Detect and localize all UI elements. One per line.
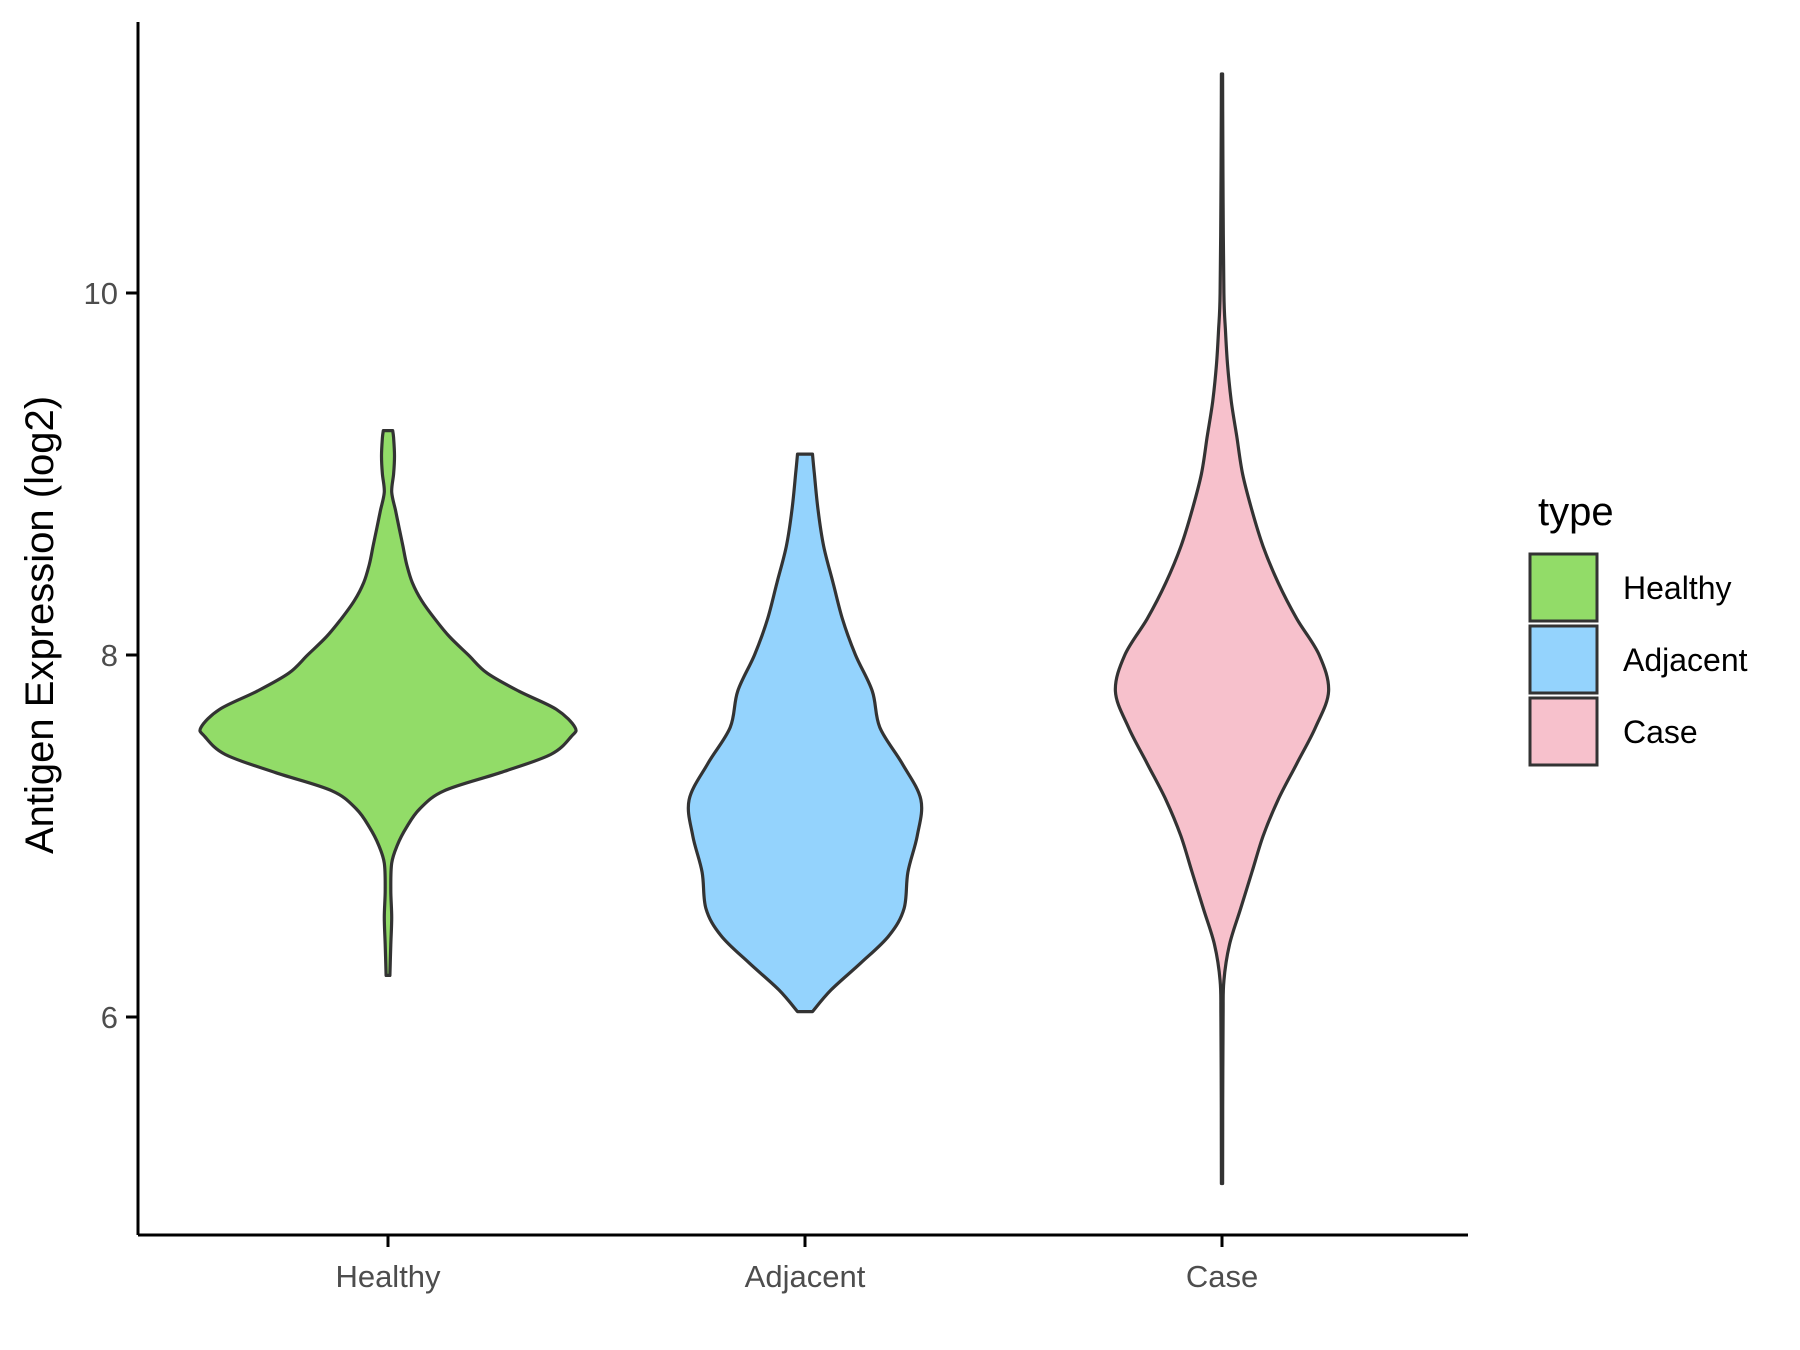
legend: type Healthy Adjacent Case — [1528, 490, 1748, 767]
violin-adjacent — [686, 452, 924, 1014]
legend-label-case: Case — [1623, 714, 1698, 750]
legend-label-adjacent: Adjacent — [1623, 642, 1748, 678]
x-tick-label: Case — [1186, 1259, 1258, 1294]
y-tick-label: 10 — [84, 276, 118, 311]
violins-layer — [198, 72, 1331, 1186]
y-axis-ticks: 6 8 10 — [84, 276, 138, 1035]
legend-swatch-adjacent — [1528, 624, 1599, 695]
y-tick-label: 8 — [101, 638, 118, 673]
violin-healthy — [198, 429, 578, 977]
legend-swatch-case — [1528, 696, 1599, 767]
x-tick-label: Healthy — [335, 1259, 441, 1294]
legend-label-healthy: Healthy — [1623, 570, 1732, 606]
x-axis-ticks: Healthy Adjacent Case — [335, 1235, 1258, 1294]
violin-case — [1113, 72, 1331, 1186]
legend-swatch-healthy — [1528, 552, 1599, 623]
y-tick-label: 6 — [101, 1000, 118, 1035]
legend-title: type — [1538, 490, 1614, 534]
y-axis-title: Antigen Expression (log2) — [18, 396, 62, 854]
x-tick-label: Adjacent — [745, 1259, 866, 1294]
